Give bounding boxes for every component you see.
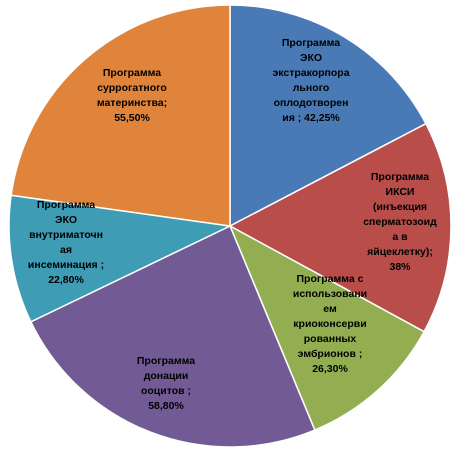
pie-slice [10,4,231,227]
pie-slices [8,4,452,448]
slice-data-label-line: а в [392,231,408,243]
slice-data-label-line: материнства; [97,97,167,109]
slice-data-label-line: использовани [293,288,367,300]
pie-slice [8,194,233,323]
slice-data-label-line: 58,80% [148,400,184,412]
slice-data-label-line: ооцитов ; [141,385,191,397]
pie-slice [29,224,316,448]
slice-data-label-line: Программа [37,199,95,211]
slice-data-label-line: эмбрионов ; [298,348,363,360]
slice-data-label-line: Программа [103,67,161,79]
slice-data-label-line: ЭКО [300,52,322,64]
slice-data-label-line: ия ; 42,25% [282,112,340,124]
slice-data-label-line: 55,50% [114,112,150,124]
pie-data-labels: Программа ЭКО экстракорпора льного оплодотво… [28,37,437,412]
slice-data-label-line: донации [144,370,189,382]
slice-data-label-line: Программа с [297,273,364,285]
slice-data-label-line: инсеминация ; [28,259,104,271]
slice-data-label: Программа суррогатного материнства; 55,50% [97,67,167,124]
slice-data-label-line: Программа [137,355,195,367]
slice-data-label-line: сперматозоид [363,216,437,228]
slice-data-label: Программа донации ооцитов ; 58,80% [137,355,195,412]
slice-data-label-line: 22,80% [48,274,84,286]
slice-data-label-line: (инъекция [373,201,427,213]
slice-data-label: Программа ИКСИ (инъекция сперматозоид а в яйц… [363,171,437,273]
slice-data-label-line: ем [323,303,337,315]
slice-data-label: Программа с использовани ем криоконсерви ров… [293,273,367,375]
slice-data-label-line: Программа [282,37,340,49]
slice-data-label-line: внутриматочн [29,229,103,241]
slice-data-label-line: Программа [371,171,429,183]
slice-data-label-line: рованных [304,333,357,345]
slice-data-label-line: яйцеклетку); [367,246,433,258]
slice-data-label-line: ИКСИ [386,186,415,198]
slice-data-label-line: 26,30% [312,363,348,375]
slice-data-label-line: ЭКО [55,214,77,226]
pie-slice [229,4,427,228]
slice-data-label-line: оплодотворен [274,97,349,109]
slice-data-label-line: 38% [389,261,411,273]
pie-slice [228,224,426,432]
slice-data-label: Программа ЭКО экстракорпора льного оплодотво… [272,37,349,124]
slice-data-label-line: ая [60,244,72,256]
slice-data-label-line: суррогатного [97,82,167,94]
slice-data-label-line: криоконсерви [293,318,366,330]
pie-slice [228,122,452,333]
slice-data-label: Программа ЭКО внутриматочн ая инсеминация ; 2… [28,199,104,286]
slice-data-label-line: льного [293,82,330,94]
slice-data-label-line: экстракорпора [272,67,349,79]
